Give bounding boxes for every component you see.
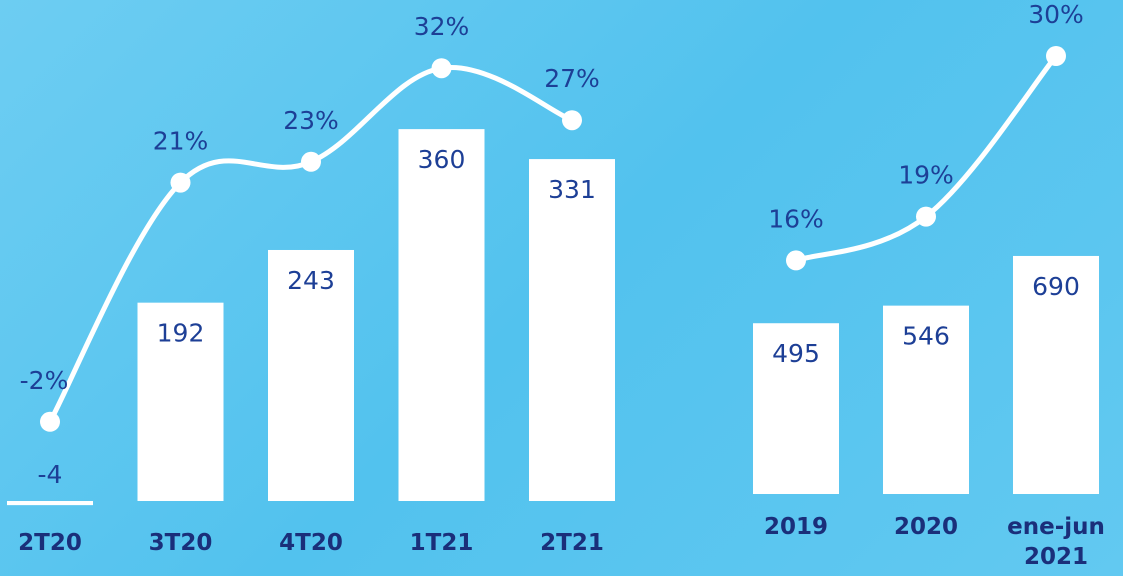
category-label: 2T21 [540,530,604,556]
bar [7,501,93,506]
line-label: 23% [283,106,339,135]
line-point [40,411,60,432]
line-point [916,206,936,227]
category-label: ene-jun 2021 [1007,514,1105,570]
bar-label: 243 [287,266,335,295]
line-point [786,250,806,271]
category-label: 4T20 [279,530,343,556]
line-point [431,58,452,79]
bar-label: 360 [418,145,466,174]
line-point [301,151,321,172]
bar [883,305,969,494]
line-point [170,172,191,193]
bar [137,302,224,501]
line-label: 21% [153,127,209,156]
line-point [1046,46,1066,66]
line-label: -2% [20,366,69,395]
bar-label: 495 [772,339,820,368]
category-label: 3T20 [148,530,213,556]
bar [529,159,615,501]
line-label: 19% [898,161,954,190]
bar-label: 331 [548,175,596,204]
bar [1013,255,1099,494]
line-label: 30% [1028,0,1084,29]
bar-label: 192 [157,319,205,348]
bar-label: 690 [1032,272,1080,301]
category-label: 1T21 [409,530,474,556]
line [47,64,573,423]
line-point [562,110,582,131]
line-label: 32% [414,12,470,41]
bar-label: -4 [38,460,63,489]
line [795,54,1058,263]
bar [398,129,485,501]
category-label: 2T20 [18,530,82,556]
line-label: 27% [544,64,600,93]
line-label: 16% [768,204,824,233]
bar [268,249,354,501]
bar [753,323,839,494]
category-label: 2019 [763,514,828,540]
category-label: 2020 [893,514,958,540]
bar-label: 546 [902,322,950,351]
